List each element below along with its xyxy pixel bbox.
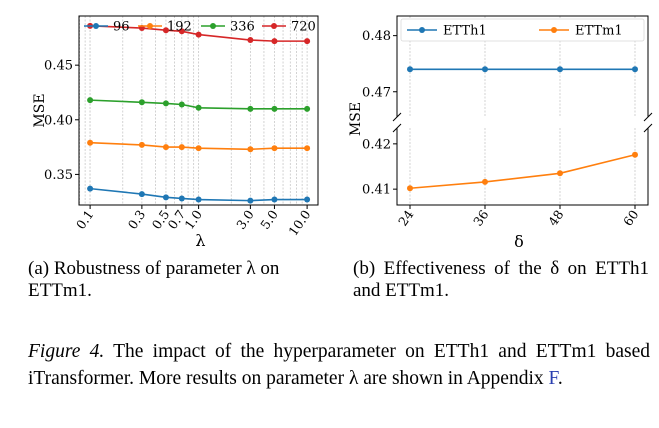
legend-label-ETTh1: ETTh1	[443, 24, 487, 39]
point-192-2	[162, 144, 169, 151]
series-line-192	[90, 141, 308, 151]
series-line-720	[90, 25, 308, 42]
x-tick-label-0: 0.1	[73, 207, 97, 232]
legend-label-720: 720	[291, 20, 316, 35]
legend: 96 192 336 720	[84, 20, 316, 35]
point-336-1	[138, 99, 145, 106]
point-96-4	[195, 196, 202, 203]
x-axis-label-b: δ	[514, 232, 524, 251]
series-line-336	[90, 99, 308, 110]
point-336-5	[247, 105, 254, 112]
axis-break-mark-3	[643, 123, 653, 133]
point-720-4	[195, 31, 202, 38]
point-96-6	[271, 196, 278, 203]
point-ETTm1-2	[557, 170, 563, 177]
legend-marker-ETTm1	[551, 27, 557, 33]
legend-marker-720	[271, 23, 277, 29]
x-tick-label-b-1: 36	[470, 207, 491, 229]
point-192-6	[271, 145, 278, 152]
x-tick-label-b-3: 60	[620, 207, 641, 229]
point-ETTm1-1	[482, 178, 488, 185]
point-192-7	[304, 145, 311, 152]
appendix-link[interactable]: F	[548, 368, 558, 389]
upper-y-tick-label-0: 0.47	[362, 85, 391, 100]
point-96-0	[87, 185, 94, 192]
point-336-4	[195, 104, 202, 111]
point-192-0	[87, 139, 94, 146]
x-tick-label-b-0: 24	[395, 207, 416, 229]
point-720-6	[271, 38, 278, 45]
x-tick-label-b-2: 48	[545, 207, 566, 229]
x-axis-label: λ	[195, 231, 205, 250]
point-336-2	[162, 100, 169, 107]
y-axis-label: MSE	[32, 93, 48, 127]
upper-frame	[396, 15, 649, 117]
point-ETTh1-3	[632, 66, 638, 73]
legend-marker-336	[210, 23, 216, 29]
y-axis-label-b: MSE	[348, 102, 364, 136]
point-192-4	[195, 145, 202, 152]
lower-y-tick-label-0: 0.41	[362, 183, 391, 198]
axis-break-mark-2	[643, 112, 653, 122]
point-ETTh1-0	[407, 66, 413, 73]
point-96-3	[178, 195, 185, 202]
x-tick-label-1: 0.3	[125, 207, 149, 232]
point-96-5	[247, 197, 254, 204]
legend-marker-ETTh1	[419, 27, 425, 33]
series-line-ETTm1	[409, 153, 636, 190]
y-tick-label-1: 0.40	[44, 113, 73, 128]
legend-b-box	[400, 18, 645, 42]
point-ETTm1-0	[407, 185, 413, 192]
x-tick-label-5: 3.0	[233, 207, 257, 232]
figure-label: Figure 4.	[28, 341, 105, 362]
legend-b: ETTh1 ETTm1	[400, 18, 645, 42]
legend-marker-192	[147, 23, 153, 29]
legend-label-336: 336	[230, 20, 255, 35]
point-336-0	[87, 97, 94, 104]
x-tick-label-4: 1.0	[181, 207, 205, 232]
upper-y-tick-label-1: 0.48	[362, 29, 391, 44]
x-tick-label-7: 10.0	[285, 207, 313, 238]
point-192-3	[178, 144, 185, 151]
y-tick-label-2: 0.45	[44, 59, 73, 74]
point-720-2	[162, 27, 169, 34]
figure-caption-end: .	[557, 368, 563, 389]
point-96-7	[304, 196, 311, 203]
lower-y-tick-label-1: 0.42	[362, 137, 391, 152]
x-tick-label-6: 5.0	[257, 207, 281, 232]
point-192-1	[138, 141, 145, 148]
point-720-7	[304, 38, 311, 45]
point-720-5	[247, 37, 254, 44]
figure-caption-text: The impact of the hyperparameter on ETTh…	[28, 341, 650, 389]
legend-marker-96	[93, 23, 99, 29]
axis-break-mark-0	[392, 112, 402, 122]
point-336-6	[271, 105, 278, 112]
point-ETTh1-1	[482, 66, 488, 73]
point-96-1	[138, 191, 145, 198]
point-336-7	[304, 105, 311, 112]
y-tick-label-0: 0.35	[44, 168, 73, 183]
point-192-5	[247, 146, 254, 153]
point-336-3	[178, 101, 185, 108]
point-ETTm1-3	[632, 151, 638, 158]
point-720-3	[178, 28, 185, 35]
legend-label-96: 96	[113, 20, 130, 35]
legend-label-192: 192	[167, 20, 192, 35]
lower-frame	[396, 128, 649, 206]
point-ETTh1-2	[557, 66, 563, 73]
caption-a: (a) Robustness of parameter λ on ETTm1.	[28, 258, 280, 301]
caption-b: (b) Effectiveness of the δ on ETTh1 and …	[353, 258, 649, 301]
series-line-96	[90, 187, 308, 202]
legend-label-ETTm1: ETTm1	[575, 24, 623, 39]
figure-caption: Figure 4. The impact of the hyperparamet…	[28, 338, 650, 392]
axis-break-mark-1	[392, 123, 402, 133]
point-96-2	[162, 194, 169, 201]
